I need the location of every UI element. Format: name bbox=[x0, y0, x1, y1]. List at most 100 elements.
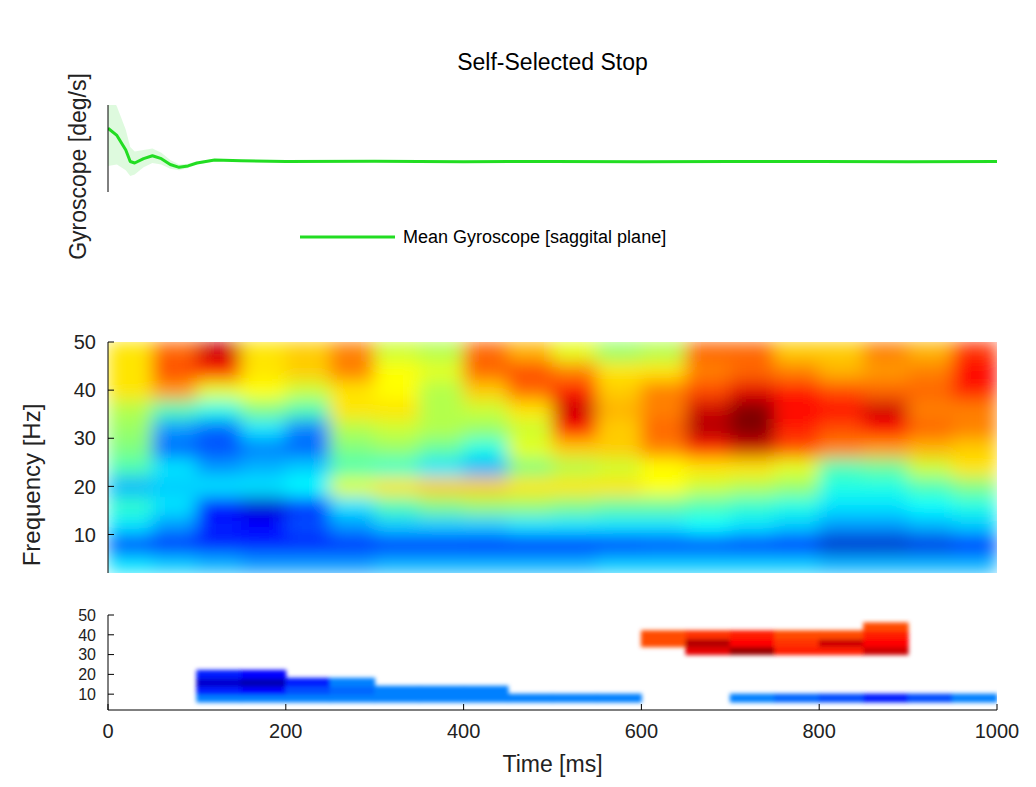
heat-cell bbox=[374, 534, 419, 554]
heat-cell bbox=[774, 438, 819, 458]
heat-cell bbox=[374, 686, 419, 695]
heat-cell bbox=[819, 630, 864, 639]
heat-cell bbox=[596, 553, 641, 573]
heat-cell bbox=[819, 380, 864, 400]
heat-cell bbox=[596, 496, 641, 516]
heat-cell bbox=[108, 515, 153, 535]
heat-cell bbox=[196, 457, 241, 477]
heat-cell bbox=[152, 534, 197, 554]
heat-cell bbox=[641, 496, 686, 516]
heat-cell bbox=[819, 553, 864, 573]
x-tick bbox=[819, 704, 820, 710]
heat-cell bbox=[552, 476, 597, 496]
heat-cell bbox=[774, 553, 819, 573]
heat-cell bbox=[819, 438, 864, 458]
heat-cell bbox=[819, 399, 864, 419]
heat-cell bbox=[374, 694, 419, 703]
heat-cell bbox=[730, 646, 775, 655]
heat-cell bbox=[508, 419, 553, 439]
heat-cell bbox=[685, 380, 730, 400]
heat-cell bbox=[685, 361, 730, 381]
plot-area bbox=[196, 622, 997, 702]
heat-cell bbox=[241, 534, 286, 554]
heat-cell bbox=[374, 496, 419, 516]
heat-cell bbox=[419, 686, 464, 695]
x-tick-label: 800 bbox=[803, 720, 836, 742]
y-tick-label: 50 bbox=[74, 331, 96, 353]
heat-cell bbox=[463, 342, 508, 362]
heat-cell bbox=[508, 496, 553, 516]
heat-cell bbox=[819, 515, 864, 535]
heat-cell bbox=[241, 476, 286, 496]
heat-cell bbox=[419, 380, 464, 400]
heat-cell bbox=[685, 419, 730, 439]
heat-cell bbox=[685, 646, 730, 655]
heat-cell bbox=[374, 399, 419, 419]
heat-cell bbox=[641, 361, 686, 381]
heat-cell bbox=[241, 457, 286, 477]
heat-cell bbox=[730, 438, 775, 458]
heat-cell bbox=[730, 380, 775, 400]
heat-cell bbox=[108, 419, 153, 439]
heat-cell bbox=[108, 476, 153, 496]
heat-cell bbox=[196, 380, 241, 400]
heat-cell bbox=[641, 515, 686, 535]
y-tick bbox=[108, 654, 114, 655]
heat-cell bbox=[774, 694, 819, 703]
heat-cell bbox=[685, 534, 730, 554]
heat-cell bbox=[641, 553, 686, 573]
heat-cell bbox=[641, 630, 686, 639]
heat-cell bbox=[463, 438, 508, 458]
heat-cell bbox=[730, 515, 775, 535]
heat-cell bbox=[285, 361, 330, 381]
heat-cell bbox=[508, 457, 553, 477]
heat-cell bbox=[374, 361, 419, 381]
legend-label: Mean Gyroscope [saggital plane] bbox=[403, 227, 666, 247]
heat-cell bbox=[508, 438, 553, 458]
y-tick-label: 20 bbox=[78, 666, 96, 683]
heat-cell bbox=[374, 419, 419, 439]
heat-cell bbox=[552, 419, 597, 439]
heat-cell bbox=[596, 380, 641, 400]
heat-cell bbox=[819, 694, 864, 703]
heat-cell bbox=[908, 361, 953, 381]
cells bbox=[196, 622, 997, 702]
y-tick bbox=[108, 342, 114, 343]
heat-cell bbox=[863, 534, 908, 554]
heat-cell bbox=[419, 515, 464, 535]
y-axis-line bbox=[108, 342, 109, 573]
heat-cell bbox=[419, 496, 464, 516]
heat-cell bbox=[552, 361, 597, 381]
heat-cell bbox=[241, 670, 286, 679]
chart-root: Self-Selected StopGyroscope [deg/s]Mean … bbox=[0, 0, 1036, 787]
heat-cell bbox=[508, 380, 553, 400]
heat-cell bbox=[463, 694, 508, 703]
heat-cell bbox=[819, 457, 864, 477]
heat-cell bbox=[908, 399, 953, 419]
heat-cell bbox=[241, 419, 286, 439]
y-tick bbox=[108, 390, 114, 391]
x-axis-title: Time [ms] bbox=[502, 751, 602, 777]
heat-cell bbox=[552, 553, 597, 573]
heat-cell bbox=[908, 438, 953, 458]
heat-cell bbox=[819, 476, 864, 496]
heat-cell bbox=[330, 686, 375, 695]
heat-cell bbox=[419, 438, 464, 458]
heat-cell bbox=[774, 380, 819, 400]
heat-cell bbox=[285, 438, 330, 458]
heat-cell bbox=[152, 380, 197, 400]
heat-cell bbox=[774, 515, 819, 535]
heat-cell bbox=[152, 457, 197, 477]
heat-cell bbox=[863, 694, 908, 703]
heat-cell bbox=[552, 342, 597, 362]
heat-cell bbox=[330, 419, 375, 439]
heat-cell bbox=[774, 399, 819, 419]
heat-cell bbox=[774, 646, 819, 655]
heat-cell bbox=[108, 534, 153, 554]
heat-cell bbox=[241, 496, 286, 516]
heat-cell bbox=[730, 399, 775, 419]
heat-cell bbox=[241, 380, 286, 400]
heat-cell bbox=[863, 438, 908, 458]
heat-cell bbox=[196, 670, 241, 679]
heat-cell bbox=[952, 496, 997, 516]
